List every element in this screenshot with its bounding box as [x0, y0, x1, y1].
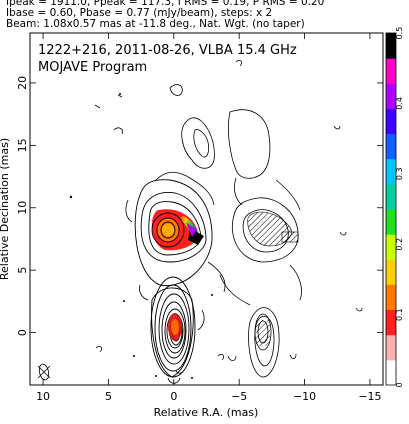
colorbar-tick-label: 0.1: [395, 308, 404, 321]
colorbar-segment: [386, 158, 396, 185]
core-outer-contours: [151, 287, 194, 384]
y-tick-label: 20: [16, 76, 29, 90]
x-tick-label: 10: [36, 390, 50, 403]
colorbar-segment: [386, 334, 396, 361]
header-beam-line: Beam: 1.08x0.57 mas at -11.8 deg., Nat. …: [6, 18, 305, 30]
colorbar-tick-label: 0: [395, 382, 404, 387]
noise-specks-left: [69, 93, 213, 379]
plot-title: 1222+216, 2011-08-26, VLBA 15.4 GHz: [38, 43, 297, 58]
colorbar-segment: [386, 209, 396, 235]
colorbar-ticks: 0 0.1 0.2 0.3 0.4 0.5: [395, 27, 404, 388]
plot-frame: [29, 32, 384, 386]
colorbar-segment: [386, 234, 396, 260]
header-base-line: Ibase = 0.60, Pbase = 0.77 (mJy/beam), s…: [6, 7, 273, 19]
jet-knot-contours: [134, 179, 213, 287]
map-area: [37, 59, 363, 384]
y-tick-label: 15: [16, 138, 29, 152]
colorbar-segment: [386, 33, 396, 59]
x-axis-label: Relative R.A. (mas): [154, 406, 259, 419]
colorbar-tick-label: 0.5: [395, 27, 404, 40]
polarized-intensity-contours: [219, 59, 363, 378]
colorbar-segment: [386, 58, 396, 84]
colorbar: [385, 32, 397, 386]
y-axis-ticks: 0 5 10 15 20: [16, 76, 383, 336]
x-tick-label: 0: [170, 390, 177, 403]
colorbar-segment: [386, 183, 396, 210]
colorbar-tick-label: 0.2: [395, 238, 404, 251]
colorbar-segment: [386, 259, 396, 285]
y-axis-label: Relative Decination (mas): [0, 138, 11, 280]
y-tick-label: 5: [16, 267, 29, 274]
plot-subtitle: MOJAVE Program: [38, 60, 147, 75]
core-polarization: [168, 313, 182, 341]
colorbar-segment: [386, 284, 396, 311]
x-tick-label: −15: [358, 390, 381, 403]
y-tick-label: 10: [16, 201, 29, 215]
extended-jet-contours: [94, 84, 226, 374]
colorbar-tick-label: 0.3: [395, 167, 404, 180]
y-tick-label: 0: [16, 329, 29, 336]
x-tick-label: −10: [293, 390, 316, 403]
x-tick-label: 5: [105, 390, 112, 403]
colorbar-segment: [386, 359, 396, 386]
colorbar-segment: [386, 108, 396, 135]
colorbar-segment: [386, 83, 396, 109]
colorbar-tick-label: 0.4: [395, 97, 404, 110]
colorbar-segment: [386, 309, 396, 336]
x-tick-label: −5: [231, 390, 247, 403]
x-axis-ticks: 10 5 0 −5 −10 −15: [36, 33, 382, 403]
header-peak-line: Ipeak = 1911.0, Ppeak = 117.3, I RMS = 0…: [6, 0, 325, 8]
polarization-vectors: [247, 211, 299, 346]
beam-ellipse: [37, 363, 51, 381]
colorbar-segment: [386, 133, 396, 160]
